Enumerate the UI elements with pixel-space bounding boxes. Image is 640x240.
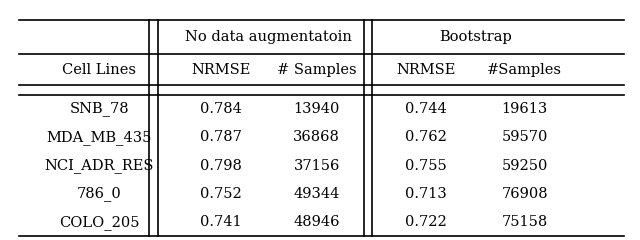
Text: 0.713: 0.713 (404, 187, 447, 201)
Text: 13940: 13940 (294, 102, 340, 116)
Text: 36868: 36868 (293, 130, 340, 144)
Text: 0.752: 0.752 (200, 187, 242, 201)
Text: 786_0: 786_0 (77, 186, 122, 201)
Text: NCI_ADR_RES: NCI_ADR_RES (44, 158, 154, 173)
Text: Cell Lines: Cell Lines (62, 63, 136, 77)
Text: Bootstrap: Bootstrap (439, 30, 511, 44)
Text: 0.741: 0.741 (200, 215, 242, 229)
Text: 48946: 48946 (294, 215, 340, 229)
Text: 0.787: 0.787 (200, 130, 242, 144)
Text: 75158: 75158 (502, 215, 548, 229)
Text: No data augmentatoin: No data augmentatoin (186, 30, 352, 44)
Text: NRMSE: NRMSE (191, 63, 250, 77)
Text: COLO_205: COLO_205 (59, 215, 140, 230)
Text: MDA_MB_435: MDA_MB_435 (47, 130, 152, 145)
Text: # Samples: # Samples (277, 63, 356, 77)
Text: 59250: 59250 (502, 159, 548, 173)
Text: 0.784: 0.784 (200, 102, 242, 116)
Text: 59570: 59570 (502, 130, 548, 144)
Text: NRMSE: NRMSE (396, 63, 455, 77)
Text: 0.755: 0.755 (404, 159, 447, 173)
Text: 0.744: 0.744 (404, 102, 447, 116)
Text: 37156: 37156 (294, 159, 340, 173)
Text: SNB_78: SNB_78 (69, 102, 129, 116)
Text: 0.798: 0.798 (200, 159, 242, 173)
Text: 0.762: 0.762 (404, 130, 447, 144)
Text: 76908: 76908 (502, 187, 548, 201)
Text: 49344: 49344 (294, 187, 340, 201)
Text: 0.722: 0.722 (404, 215, 447, 229)
Text: #Samples: #Samples (487, 63, 563, 77)
Text: 19613: 19613 (502, 102, 548, 116)
